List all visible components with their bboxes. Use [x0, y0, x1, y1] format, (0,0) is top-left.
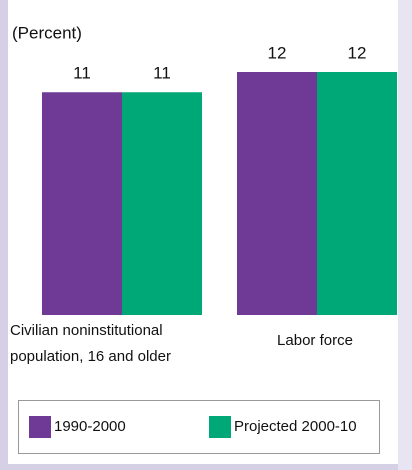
side-strip	[398, 0, 412, 470]
x-tick-label: Civilian noninstitutional population, 16…	[10, 322, 171, 365]
bar	[122, 92, 202, 315]
legend-swatch	[209, 416, 231, 438]
bar	[317, 72, 397, 315]
x-tick-label: Labor force	[277, 332, 353, 349]
bar	[42, 92, 122, 315]
value-label: 12	[348, 43, 367, 62]
chart-subtitle: (Percent)	[12, 23, 82, 42]
value-label: 11	[73, 64, 91, 83]
bar	[237, 72, 317, 315]
value-label: 12	[268, 43, 287, 62]
legend-label: Projected 2000-10	[234, 418, 357, 435]
legend: 1990-2000 Projected 2000-10	[18, 400, 380, 454]
legend-label: 1990-2000	[54, 418, 126, 435]
value-label: 11	[153, 64, 171, 83]
legend-swatch	[29, 416, 51, 438]
